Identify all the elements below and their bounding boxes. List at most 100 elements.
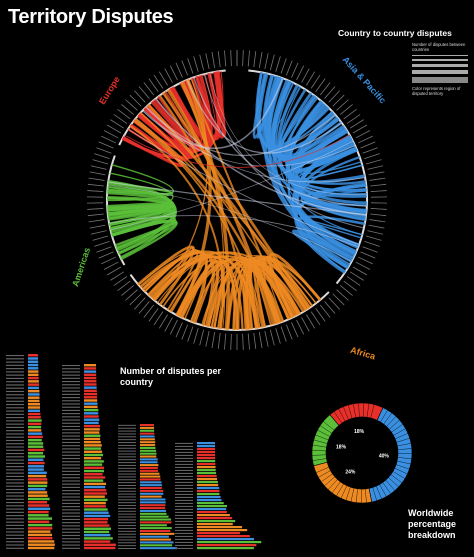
- dispute-chord: [271, 80, 357, 253]
- country-bar: [28, 386, 39, 390]
- country-bar: [84, 386, 97, 389]
- donut-separator: [350, 488, 355, 502]
- legend-width-sample: [412, 59, 468, 61]
- country-bar: [140, 532, 175, 535]
- donut-slice: [368, 407, 413, 503]
- country-bar: [84, 415, 99, 418]
- country-name-stub: [62, 422, 80, 424]
- country-name-stub: [62, 461, 80, 463]
- country-name-stub: [175, 511, 193, 513]
- country-name-stub: [175, 538, 193, 540]
- country-name-stub: [6, 534, 24, 536]
- country-bar: [28, 510, 49, 514]
- donut-separator: [382, 482, 391, 494]
- country-bar: [28, 455, 46, 458]
- country-bar: [140, 464, 159, 467]
- country-name-stub: [175, 466, 193, 468]
- country-name-stub: [6, 498, 24, 500]
- country-bar: [84, 495, 105, 498]
- donut-separator: [312, 454, 327, 456]
- country-label-tick: [224, 50, 227, 67]
- donut-separator: [343, 406, 349, 420]
- country-name-stub: [6, 384, 24, 386]
- country-name-stub: [6, 452, 24, 455]
- country-label-tick: [258, 332, 263, 348]
- country-label-tick: [370, 213, 387, 217]
- dispute-chord: [110, 219, 178, 261]
- dispute-chord: [291, 138, 354, 269]
- country-name-stub: [175, 526, 193, 528]
- country-bar: [28, 517, 53, 520]
- country-name-stub: [6, 364, 24, 366]
- country-name-stub: [6, 492, 24, 494]
- country-name-stub: [6, 443, 24, 445]
- country-label-tick: [253, 332, 257, 349]
- country-name-stub: [6, 449, 24, 451]
- country-bar: [28, 540, 55, 543]
- country-bar: [28, 471, 47, 475]
- country-label-tick: [269, 329, 275, 346]
- country-name-stub: [175, 475, 193, 477]
- country-bar: [84, 424, 101, 428]
- country-label-tick: [367, 165, 384, 170]
- country-name-stub: [6, 358, 24, 360]
- country-label-tick: [92, 159, 109, 165]
- donut-separator: [312, 444, 327, 448]
- country-bar: [197, 499, 222, 502]
- country-name-stub: [6, 528, 24, 530]
- dispute-chord: [295, 148, 358, 255]
- donut-separator: [324, 476, 336, 487]
- country-name-stub: [62, 390, 80, 392]
- country-label-tick: [355, 261, 371, 270]
- country-bar: [28, 530, 51, 533]
- country-bar: [28, 536, 53, 540]
- country-bar: [84, 530, 110, 534]
- country-name-stub: [62, 457, 80, 460]
- country-label-tick: [319, 304, 331, 318]
- country-label-tick: [205, 53, 210, 70]
- country-label-tick: [117, 280, 131, 292]
- dispute-chord: [107, 182, 174, 195]
- country-name-stub: [175, 508, 193, 510]
- donut-separator: [355, 488, 358, 503]
- country-label-tick: [339, 104, 353, 115]
- dispute-chord: [109, 215, 359, 248]
- country-bar: [140, 475, 161, 478]
- country-label-tick: [169, 319, 178, 335]
- dispute-chord: [107, 172, 174, 215]
- country-name-stub: [118, 533, 136, 535]
- country-name-stub: [118, 536, 136, 538]
- dispute-chord: [129, 125, 224, 330]
- country-name-stub: [62, 425, 80, 428]
- country-name-stub: [118, 490, 136, 492]
- country-bar: [84, 376, 97, 380]
- dispute-chord: [294, 182, 367, 274]
- country-name-stub: [6, 400, 24, 402]
- country-name-stub: [6, 439, 24, 442]
- country-bar: [140, 426, 155, 429]
- donut-separator: [385, 479, 396, 491]
- country-label-tick: [230, 50, 232, 67]
- country-name-stub: [118, 510, 136, 512]
- country-bar: [197, 448, 216, 451]
- country-name-stub: [118, 493, 136, 495]
- donut-title: Worldwide percentage breakdown: [408, 508, 457, 540]
- bars-title: Number of disputes per country: [120, 366, 222, 387]
- country-name-stub: [175, 457, 193, 459]
- country-bar: [28, 491, 48, 494]
- country-label-tick: [129, 94, 142, 107]
- country-name-stub: [118, 462, 136, 464]
- country-name-stub: [118, 473, 136, 475]
- country-bar: [140, 472, 160, 475]
- donut-separator: [366, 403, 370, 418]
- country-name-stub: [118, 499, 136, 501]
- country-bar: [84, 537, 113, 540]
- country-bar: [84, 412, 99, 415]
- country-bar: [84, 421, 99, 425]
- donut-separator: [397, 443, 412, 447]
- country-bar: [140, 441, 156, 444]
- country-name-stub: [62, 384, 80, 386]
- country-label-tick: [328, 297, 340, 310]
- country-bar: [140, 466, 158, 470]
- country-bar: [28, 520, 50, 524]
